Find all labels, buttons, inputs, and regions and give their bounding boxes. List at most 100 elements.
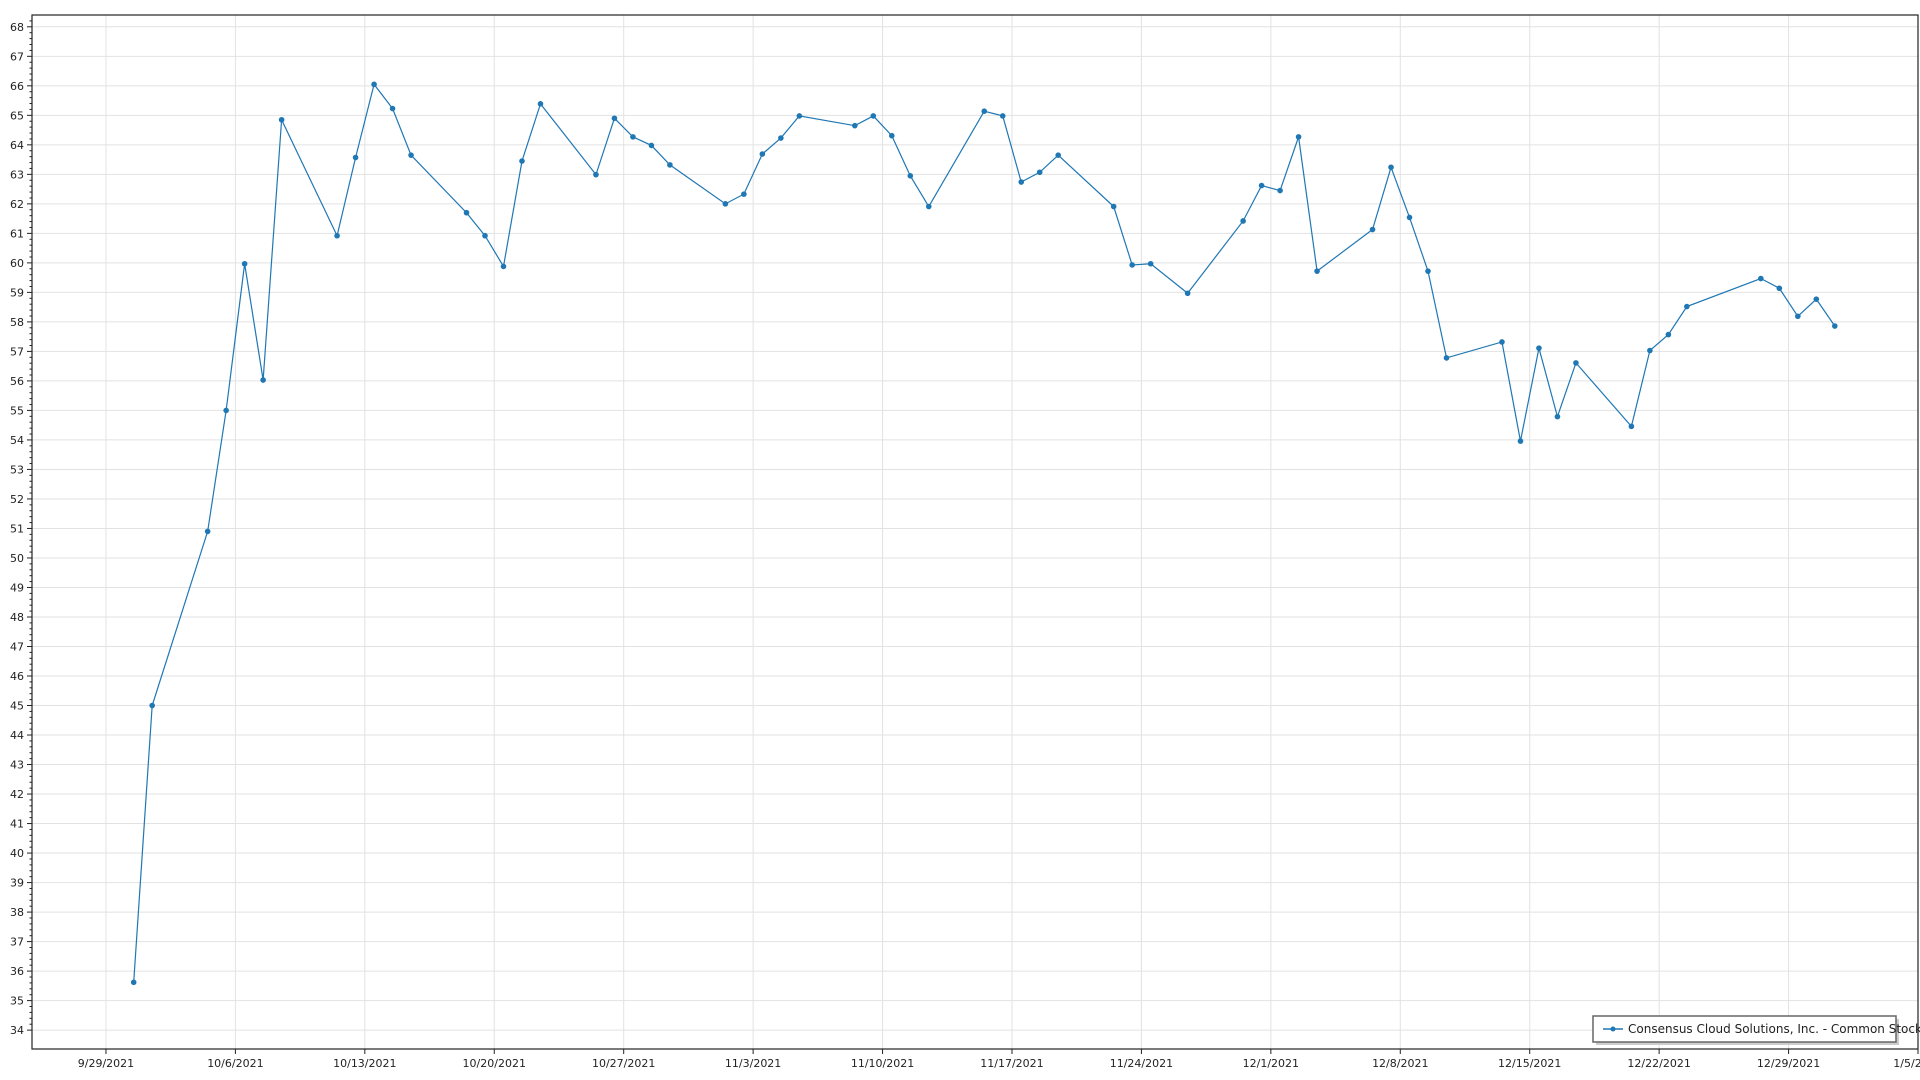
y-tick-label: 48	[10, 611, 24, 624]
y-tick-label: 45	[10, 700, 24, 713]
data-point	[519, 158, 525, 164]
y-tick-label: 47	[10, 640, 24, 653]
data-point	[1258, 182, 1265, 189]
data-point	[278, 116, 285, 123]
data-point	[1517, 438, 1524, 444]
legend[interactable]: Consensus Cloud Solutions, Inc. - Common…	[1592, 1015, 1920, 1045]
y-tick-label: 40	[10, 847, 24, 860]
y-tick-label: 35	[10, 995, 24, 1008]
data-point	[482, 232, 488, 239]
data-point	[1036, 169, 1043, 176]
data-point	[1628, 423, 1635, 430]
data-point	[408, 152, 414, 158]
data-point	[1147, 260, 1154, 267]
series-line	[130, 81, 1838, 986]
y-tick-label: 34	[10, 1024, 24, 1037]
y-tick-label: 50	[10, 552, 24, 565]
y-tick-label: 39	[10, 877, 24, 890]
y-tick-label: 44	[10, 729, 24, 742]
data-point	[1295, 134, 1302, 140]
data-point	[1665, 331, 1672, 338]
data-point	[1758, 275, 1764, 282]
y-tick-label: 60	[10, 257, 24, 270]
data-point	[1536, 345, 1542, 351]
data-point	[1277, 187, 1283, 194]
y-tick-label: 38	[10, 906, 24, 919]
y-tick-label: 43	[10, 759, 24, 772]
y-tick-label: 66	[10, 80, 24, 93]
data-point	[667, 162, 673, 168]
x-axis: 9/29/2021 10/6/2021 10/13/2021 10/20/2021 10…	[78, 1049, 1920, 1070]
y-tick-label: 61	[10, 227, 24, 240]
y-tick-label: 52	[10, 493, 24, 506]
data-point	[888, 132, 895, 139]
data-point	[1795, 313, 1801, 320]
x-tick-label: 10/13/2021	[333, 1057, 396, 1070]
data-point	[796, 113, 803, 119]
data-point	[1425, 268, 1431, 274]
y-tick-label: 53	[10, 463, 24, 476]
y-tick-label: 68	[10, 21, 24, 34]
grid	[32, 15, 1919, 1049]
data-point	[1129, 262, 1135, 268]
y-tick-label: 37	[10, 936, 24, 949]
data-point	[907, 173, 914, 179]
data-point	[1369, 226, 1376, 233]
data-point	[1776, 285, 1783, 292]
data-point	[741, 191, 747, 197]
data-point	[611, 115, 618, 122]
data-point	[999, 113, 1006, 119]
data-point	[500, 263, 507, 270]
x-tick-label: 12/22/2021	[1627, 1057, 1690, 1070]
x-tick-label: 10/20/2021	[463, 1057, 526, 1070]
y-tick-label: 42	[10, 788, 24, 801]
x-tick-label: 12/8/2021	[1372, 1057, 1428, 1070]
y-axis: 34 35 36 37 38 39 40 41 42 43 44 45 46 47 48 49 50 51 52 53…	[10, 20, 32, 1037]
data-point	[1406, 214, 1413, 221]
x-tick-label: 10/27/2021	[592, 1057, 655, 1070]
legend-label: Consensus Cloud Solutions, Inc. - Common…	[1628, 1022, 1920, 1036]
y-tick-label: 62	[10, 198, 24, 211]
data-point	[1055, 152, 1062, 158]
data-point	[925, 203, 932, 210]
x-tick-label: 11/10/2021	[851, 1057, 914, 1070]
data-point	[463, 209, 470, 216]
data-point	[870, 113, 877, 119]
y-tick-label: 65	[10, 109, 24, 122]
y-tick-label: 59	[10, 286, 24, 299]
y-tick-label: 56	[10, 375, 24, 388]
y-tick-label: 57	[10, 345, 24, 358]
data-point	[1647, 347, 1653, 354]
data-point	[1388, 164, 1394, 171]
data-point	[759, 151, 766, 157]
data-point	[648, 142, 655, 149]
data-point	[1499, 339, 1505, 345]
data-point	[1240, 218, 1246, 224]
data-point	[149, 702, 155, 709]
x-tick-label: 1/5/2022	[1893, 1057, 1920, 1070]
data-point	[537, 101, 544, 107]
y-tick-label: 63	[10, 168, 24, 181]
x-tick-label: 12/29/2021	[1757, 1057, 1820, 1070]
y-tick-label: 67	[10, 50, 24, 63]
data-point	[1314, 268, 1320, 274]
data-point	[371, 81, 377, 88]
data-point	[630, 134, 636, 140]
x-tick-label: 9/29/2021	[78, 1057, 134, 1070]
data-point	[722, 201, 729, 207]
data-point	[1018, 179, 1025, 185]
data-point	[1831, 323, 1838, 329]
y-tick-label: 58	[10, 316, 24, 329]
data-point	[389, 105, 396, 112]
data-point	[1110, 203, 1117, 210]
data-point	[981, 108, 988, 114]
legend-marker-swatch	[1610, 1026, 1616, 1032]
data-point	[204, 528, 211, 535]
x-tick-label: 11/3/2021	[725, 1057, 781, 1070]
data-point	[352, 154, 359, 161]
y-tick-label: 64	[10, 139, 24, 152]
y-tick-label: 46	[10, 670, 24, 683]
data-point	[241, 260, 248, 267]
data-point	[1554, 413, 1561, 420]
